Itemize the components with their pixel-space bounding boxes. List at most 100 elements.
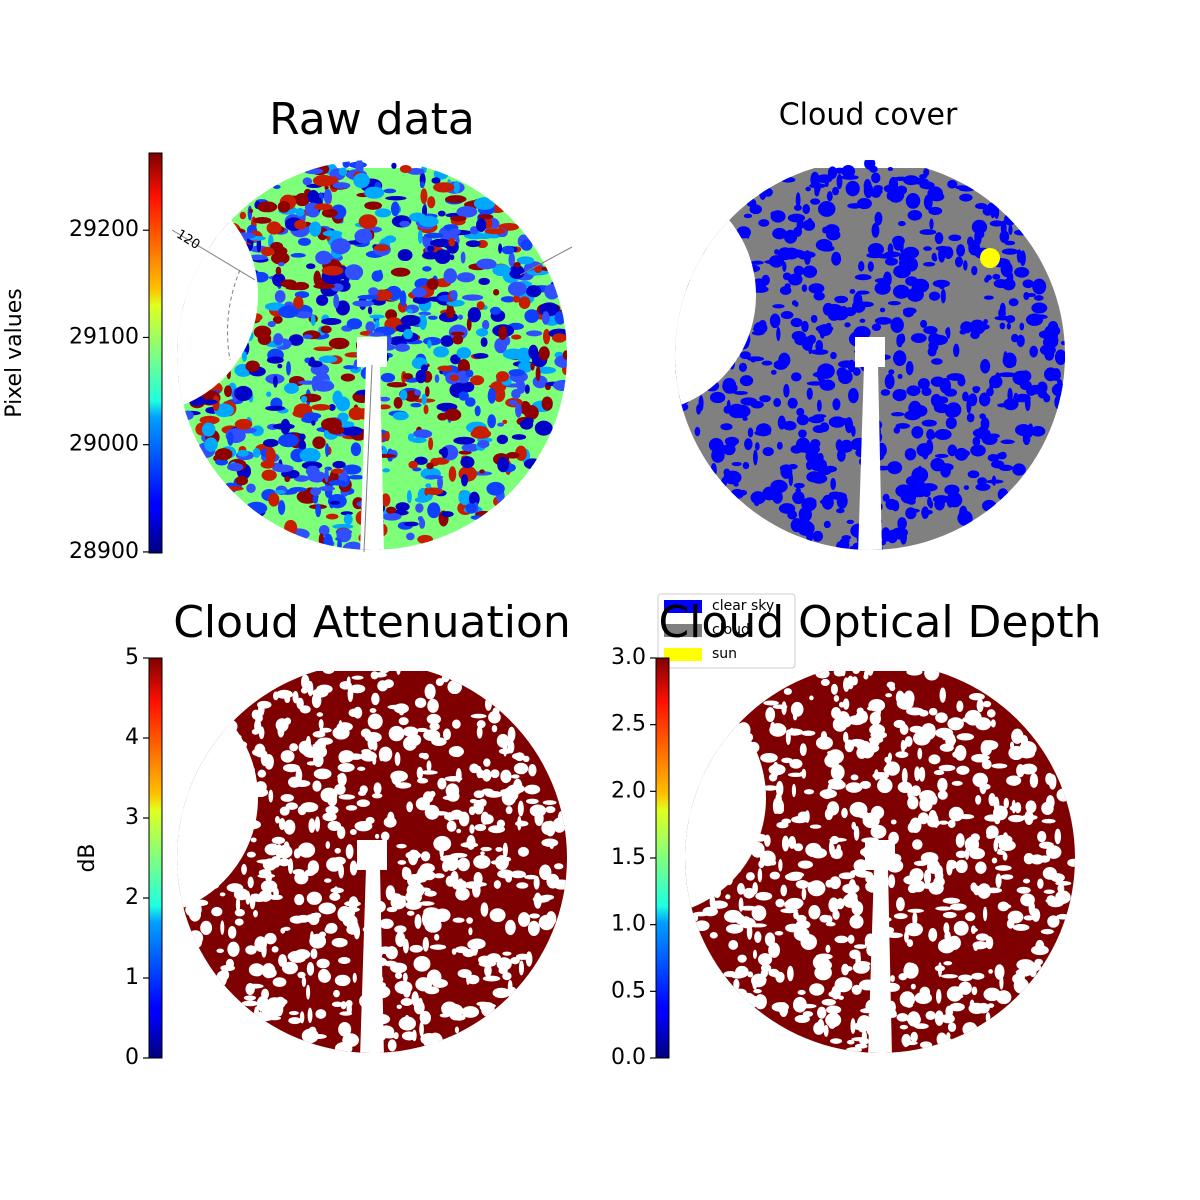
sky-blob <box>1017 970 1025 985</box>
sky-blob <box>834 977 853 993</box>
sky-blob <box>288 776 302 788</box>
sky-blob <box>496 957 512 971</box>
sky-blob <box>261 963 276 979</box>
sky-blob <box>369 314 385 319</box>
sky-blob <box>456 206 478 218</box>
sky-blob <box>271 836 286 845</box>
sky-blob <box>805 842 822 858</box>
sky-blob <box>337 762 355 773</box>
sky-blob <box>388 725 405 742</box>
sky-blob <box>426 245 435 252</box>
sky-blob <box>982 700 992 708</box>
sky-blob <box>971 265 978 276</box>
sky-blob <box>871 172 881 184</box>
sky-blob <box>831 706 842 719</box>
sky-blob <box>333 293 340 309</box>
sky-blob <box>552 379 567 391</box>
sky-blob <box>534 811 544 827</box>
sky-blob <box>893 719 906 729</box>
sky-blob <box>458 490 472 506</box>
sky-blob <box>841 666 846 677</box>
sky-blob <box>1028 387 1044 395</box>
sky-blob <box>275 718 289 732</box>
sky-blob <box>422 871 436 881</box>
sky-blob <box>914 766 921 781</box>
sky-blob <box>1031 908 1041 922</box>
sky-blob <box>958 187 975 192</box>
sky-blob <box>787 273 803 286</box>
sky-blob <box>484 697 492 711</box>
sky-blob <box>311 912 322 919</box>
azimuth-line <box>171 229 256 281</box>
sky-blob <box>904 962 915 975</box>
sky-blob <box>541 821 555 835</box>
sky-blob <box>933 462 947 468</box>
sky-blob <box>752 882 758 895</box>
sky-blob <box>803 789 815 795</box>
sky-blob <box>437 475 443 491</box>
sky-blob <box>285 802 298 810</box>
sky-blob <box>200 920 213 936</box>
sky-blob <box>427 502 441 519</box>
sky-blob <box>374 208 392 218</box>
sky-blob <box>487 387 496 404</box>
sky-blob <box>947 717 964 731</box>
sky-blob <box>776 799 785 814</box>
sky-blob <box>314 203 333 211</box>
sky-blob <box>930 393 942 407</box>
sky-blob <box>768 942 781 958</box>
sky-blob <box>419 314 427 330</box>
sky-blob <box>321 265 344 276</box>
sky-blob <box>977 883 992 899</box>
sky-blob <box>526 330 543 337</box>
sky-blob <box>274 996 286 1009</box>
sky-blob <box>456 828 462 834</box>
sky-blob <box>995 873 1002 889</box>
sky-blob <box>282 926 291 931</box>
sky-blob <box>938 764 956 772</box>
sky-blob <box>406 308 413 314</box>
colorbar-tick-label: 3 <box>125 805 139 830</box>
sky-blob <box>271 251 290 265</box>
sky-blob <box>554 311 566 325</box>
sky-blob <box>809 695 814 701</box>
sky-blob <box>951 780 963 786</box>
sky-blob <box>447 679 462 695</box>
sky-blob <box>457 314 464 320</box>
sky-blob <box>928 206 943 216</box>
sky-blob <box>426 713 442 725</box>
sky-blob <box>904 448 917 461</box>
sky-blob <box>490 769 500 779</box>
sky-blob <box>806 528 814 542</box>
sky-blob <box>294 219 307 230</box>
sky-blob <box>434 374 440 383</box>
sky-blob <box>330 468 345 474</box>
sky-blob <box>773 398 782 408</box>
sky-blob <box>807 217 813 228</box>
sky-blob <box>831 251 842 266</box>
sky-blob <box>386 333 392 347</box>
sky-blob <box>826 191 833 202</box>
colorbar-tick-label: 1.0 <box>611 912 646 937</box>
sky-blob <box>437 365 453 372</box>
sky-blob <box>517 800 524 817</box>
sky-blob <box>427 339 432 349</box>
sky-blob <box>1022 279 1034 289</box>
sky-blob <box>1054 394 1064 410</box>
sky-blob <box>851 663 861 675</box>
sky-blob <box>991 460 1005 469</box>
sky-blob <box>391 162 397 169</box>
sky-blob <box>897 221 906 227</box>
sky-blob <box>1040 928 1054 935</box>
sky-blob <box>943 246 954 259</box>
sky-blob <box>351 675 364 680</box>
sky-blob <box>377 404 391 410</box>
sky-blob <box>315 1009 327 1019</box>
sky-blob <box>954 447 969 461</box>
sky-blob <box>1054 349 1065 366</box>
sky-blob <box>905 361 914 376</box>
sky-blob <box>346 924 360 935</box>
sky-blob <box>1013 229 1030 236</box>
sky-blob <box>500 769 512 784</box>
sky-blob <box>495 371 510 382</box>
